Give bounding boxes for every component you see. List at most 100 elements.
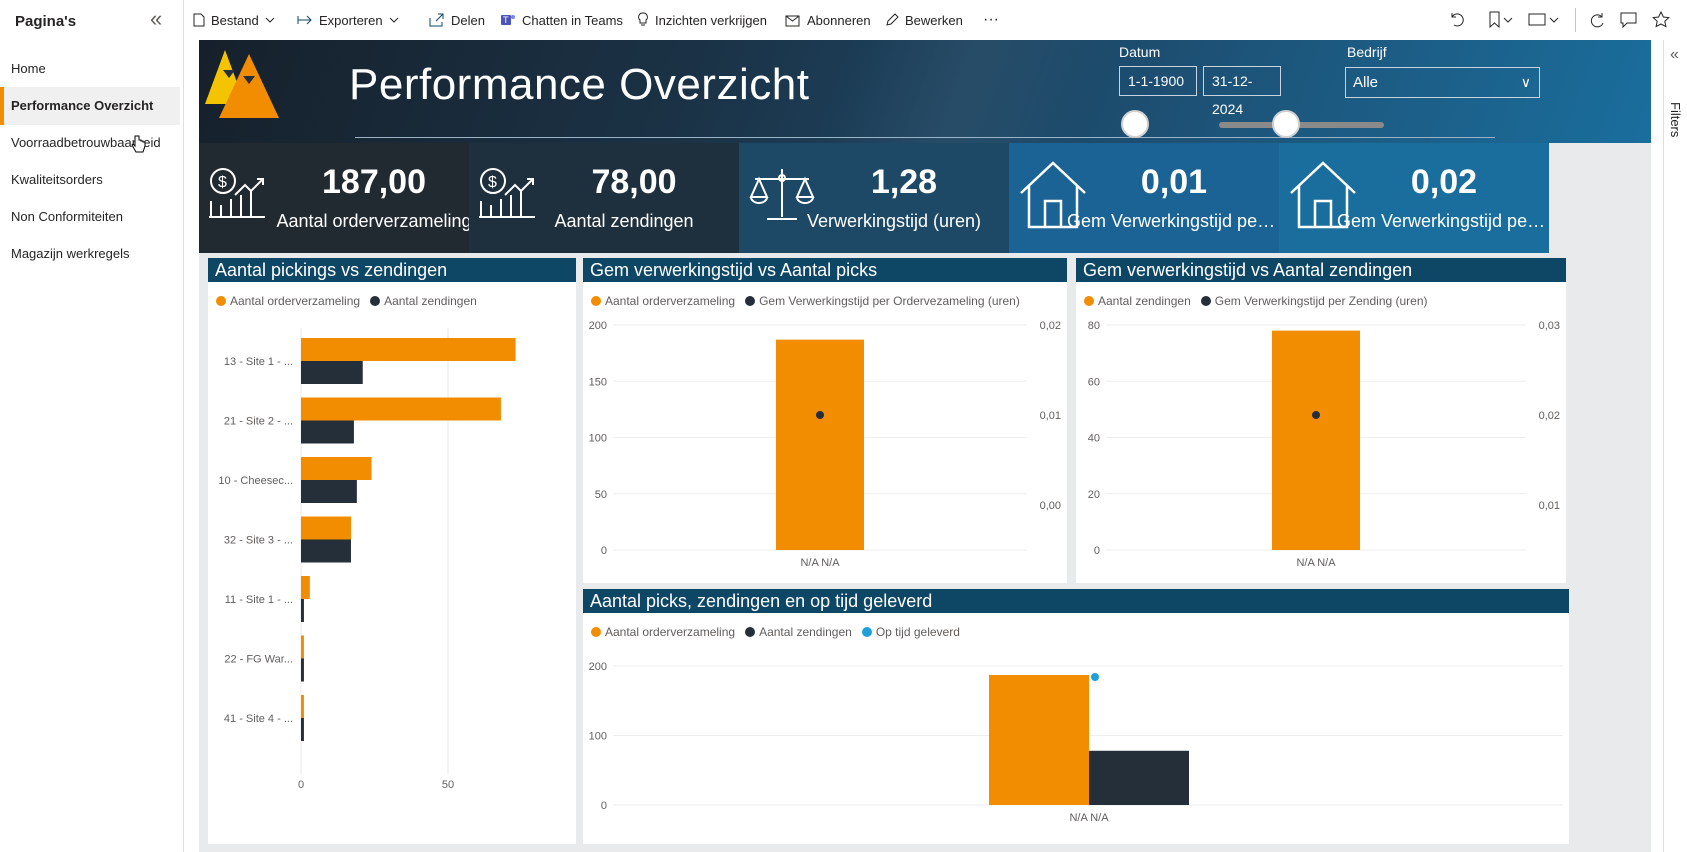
chart-legend: Aantal orderverzameling Aantal zendingen: [216, 294, 477, 308]
pages-pane-title: Pagina's: [15, 13, 77, 30]
chart-legend: Aantal zendingen Gem Verwerkingstijd per…: [1084, 294, 1428, 308]
undo-icon[interactable]: [1447, 10, 1469, 30]
date-slider-start-handle[interactable]: [1121, 110, 1149, 138]
data-point: [816, 411, 824, 419]
bar: [301, 658, 304, 682]
chevron-down-icon: ∨: [1520, 74, 1531, 90]
page-item-magazijn-werkregels[interactable]: Magazijn werkregels: [11, 246, 130, 261]
chart-legend: Aantal orderverzameling Gem Verwerkingst…: [591, 294, 1020, 308]
y-tick-label: 50: [595, 489, 607, 501]
file-icon: [193, 13, 205, 27]
teams-label: Chatten in Teams: [522, 12, 623, 28]
date-range-slider[interactable]: [1219, 122, 1384, 128]
kpi-value: 1,28: [870, 163, 938, 201]
legend-item: Gem Verwerkingstijd per Zending (uren): [1214, 294, 1428, 308]
bookmark-icon[interactable]: [1485, 10, 1507, 30]
chart-panel-verwerkingstijd-vs-picks[interactable]: Gem verwerkingstijd vs Aantal picks Aant…: [583, 258, 1067, 583]
category-label: N/A N/A: [1069, 812, 1109, 824]
teams-chat-button[interactable]: T Chatten in Teams: [500, 0, 623, 40]
y-tick-label: 150: [589, 376, 607, 388]
y2-tick-label: 0,02: [1539, 410, 1560, 422]
category-label: 22 - FG War...: [224, 654, 293, 666]
bar: [301, 457, 372, 480]
horizontal-bar-chart: 0 50 13 - Site 1 - ... 21 - Site 2 - ... 10 …: [218, 328, 516, 791]
kpi-caption: Aantal zendingen: [554, 211, 694, 231]
report-banner: Performance Overzicht Datum 1-1-1900 31-…: [199, 40, 1651, 143]
y2-tick-label: 0,03: [1539, 320, 1560, 332]
subscribe-button[interactable]: Abonneren: [785, 0, 871, 40]
bar: [301, 599, 304, 622]
refresh-icon[interactable]: [1587, 10, 1609, 30]
y-tick-label: 20: [1088, 489, 1100, 501]
share-button[interactable]: Delen: [429, 0, 485, 40]
category-label: N/A N/A: [800, 557, 840, 569]
legend-item: Aantal zendingen: [759, 625, 852, 639]
legend-item: Aantal orderverzameling: [605, 625, 736, 639]
pages-pane: Pagina's « Home Performance Overzicht Vo…: [0, 0, 184, 852]
date-from-input[interactable]: 1-1-1900: [1119, 66, 1197, 96]
house-icon: [1020, 161, 1086, 229]
expand-filters-icon[interactable]: «: [1670, 46, 1679, 63]
x-tick-label: 0: [298, 779, 304, 791]
y-tick-label: 0: [601, 545, 607, 557]
legend-item: Aantal zendingen: [384, 294, 477, 308]
date-to-input[interactable]: 31-12-2024: [1203, 66, 1281, 117]
category-label: 41 - Site 4 - ...: [224, 713, 293, 725]
y2-tick-label: 0,01: [1539, 500, 1560, 512]
page-item-performance-overzicht[interactable]: Performance Overzicht: [0, 87, 180, 125]
page-item-non-conformiteiten[interactable]: Non Conformiteiten: [11, 209, 123, 224]
page-item-home[interactable]: Home: [11, 61, 46, 76]
svg-text:$: $: [488, 174, 497, 191]
chevron-down-icon[interactable]: [1549, 10, 1561, 30]
filters-pane[interactable]: « Filters: [1663, 40, 1687, 852]
chart-panel-pickings-vs-zendingen[interactable]: Aantal pickings vs zendingen Aantal orde…: [208, 258, 576, 844]
export-menu[interactable]: Exporteren: [297, 0, 399, 40]
legend-item: Aantal orderverzameling: [605, 294, 736, 308]
kpi-card: $ 187,00 Aantal orderverzameling: [199, 143, 489, 253]
chart-panel-picks-zendingen-op-tijd[interactable]: Aantal picks, zendingen en op tijd gelev…: [583, 589, 1569, 844]
company-dropdown[interactable]: Alle ∨: [1345, 67, 1540, 98]
file-menu[interactable]: Bestand: [193, 0, 275, 40]
y-tick-label: 60: [1088, 376, 1100, 388]
pencil-icon: [886, 13, 899, 26]
legend-item: Op tijd geleverd: [875, 625, 960, 639]
data-point: [1091, 672, 1099, 681]
chart-panel-verwerkingstijd-vs-zendingen[interactable]: Gem verwerkingstijd vs Aantal zendingen …: [1076, 258, 1566, 583]
insights-button[interactable]: Inzichten verkrijgen: [637, 0, 767, 40]
svg-text:$: $: [218, 174, 227, 191]
y2-tick-label: 0,02: [1040, 320, 1061, 332]
category-label: 21 - Site 2 - ...: [224, 416, 293, 428]
favorite-star-icon[interactable]: [1651, 10, 1673, 30]
export-label: Exporteren: [319, 12, 383, 28]
page-item-kwaliteitsorders[interactable]: Kwaliteitsorders: [11, 172, 103, 187]
chart-legend: Aantal orderverzameling Aantal zendingen…: [591, 625, 960, 639]
bar: [301, 361, 363, 384]
edit-button[interactable]: Bewerken: [885, 0, 963, 40]
more-options-button[interactable]: ···: [983, 11, 999, 28]
money-growth-icon: $: [209, 168, 265, 218]
y-tick-label: 80: [1088, 320, 1100, 332]
bar: [301, 635, 304, 659]
date-slider-end-handle[interactable]: [1272, 110, 1300, 138]
edit-label: Bewerken: [905, 12, 963, 28]
chart-title: Gem verwerkingstijd vs Aantal picks: [583, 258, 1067, 282]
comment-icon[interactable]: [1619, 10, 1641, 30]
category-label: 32 - Site 3 - ...: [224, 535, 293, 547]
category-label: 10 - Cheesec...: [218, 475, 293, 487]
bar: [301, 695, 304, 718]
kpi-value: 0,02: [1410, 163, 1478, 201]
chevron-down-icon[interactable]: [1503, 10, 1515, 30]
view-icon[interactable]: [1527, 10, 1549, 30]
y-tick-label: 200: [589, 661, 607, 673]
page-item-voorraadbetrouwbaarheid[interactable]: Voorraadbetrouwbaarheid: [11, 135, 161, 150]
bar: [301, 516, 351, 540]
data-point: [1312, 411, 1320, 419]
category-label: N/A N/A: [1296, 557, 1336, 569]
kpi-card: 0,01 Gem Verwerkingstijd per ...: [1009, 143, 1279, 253]
date-filter-label: Datum: [1119, 44, 1161, 60]
y-tick-label: 200: [589, 320, 607, 332]
company-logo: [205, 50, 279, 118]
y-tick-label: 0: [601, 800, 607, 812]
collapse-pane-icon[interactable]: «: [150, 6, 163, 31]
combo-chart: 0 50 100 150 200 0,00 0,01 0,02 N/A N/A: [589, 320, 1061, 569]
